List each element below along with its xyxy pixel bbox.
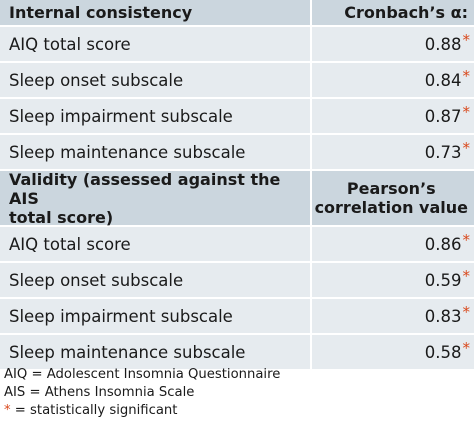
- table-row: Sleep impairment subscale 0.87 *: [0, 99, 474, 135]
- validity-header-row: Validity (assessed against the AIS total…: [0, 169, 474, 227]
- footnote-ais: AIS = Athens Insomnia Scale: [4, 385, 195, 400]
- row-value-cell: 0.83 *: [312, 299, 474, 333]
- validity-header-line2: total score): [9, 207, 114, 227]
- significance-mark: *: [462, 231, 471, 249]
- significance-mark: *: [4, 403, 11, 418]
- table-row: Sleep maintenance subscale 0.73 *: [0, 135, 474, 171]
- internal-consistency-header-row: Internal consistency Cronbach’s α:: [0, 0, 474, 27]
- row-value: 0.88: [424, 34, 462, 54]
- row-value-cell: 0.87 *: [312, 99, 474, 133]
- footnote-significance: * = statistically significant: [4, 402, 280, 420]
- table-row: AIQ total score 0.86 *: [0, 227, 474, 263]
- row-value: 0.86: [424, 234, 462, 254]
- footnote-significance-text: = statistically significant: [10, 403, 178, 418]
- row-value-cell: 0.88 *: [312, 27, 474, 61]
- significance-mark: *: [462, 267, 471, 285]
- significance-mark: *: [462, 139, 471, 157]
- footnote-aiq: AIQ = Adolescent Insomnia Questionnaire: [4, 367, 281, 382]
- row-value-cell: 0.58 *: [312, 335, 474, 369]
- row-value: 0.59: [424, 270, 462, 290]
- pearson-header: Pearson’s correlation value: [312, 171, 474, 225]
- row-value: 0.83: [424, 306, 462, 326]
- row-label: Sleep impairment subscale: [0, 99, 312, 133]
- row-label: Sleep impairment subscale: [0, 299, 312, 333]
- significance-mark: *: [462, 103, 471, 121]
- row-value: 0.87: [424, 106, 462, 126]
- internal-consistency-header: Internal consistency: [0, 0, 312, 25]
- validity-header: Validity (assessed against the AIS total…: [0, 169, 312, 227]
- row-label: Sleep onset subscale: [0, 263, 312, 297]
- row-value-cell: 0.59 *: [312, 263, 474, 297]
- row-label: Sleep onset subscale: [0, 63, 312, 97]
- row-value: 0.84: [424, 70, 462, 90]
- significance-mark: *: [462, 339, 471, 357]
- row-value-cell: 0.84 *: [312, 63, 474, 97]
- row-value: 0.73: [424, 142, 462, 162]
- table-row: Sleep onset subscale 0.59 *: [0, 263, 474, 299]
- row-value-cell: 0.86 *: [312, 227, 474, 261]
- pearson-header-line2: correlation value: [314, 198, 468, 217]
- row-label: Sleep maintenance subscale: [0, 135, 312, 169]
- pearson-header-line1: Pearson’s: [346, 179, 436, 198]
- table-row: Sleep impairment subscale 0.83 *: [0, 299, 474, 335]
- row-value-cell: 0.73 *: [312, 135, 474, 169]
- significance-mark: *: [462, 31, 471, 49]
- row-label: Sleep maintenance subscale: [0, 335, 312, 369]
- table-footnotes: AIQ = Adolescent Insomnia Questionnaire …: [4, 366, 280, 420]
- row-value: 0.58: [424, 342, 462, 362]
- table-row: Sleep maintenance subscale 0.58 *: [0, 335, 474, 371]
- cronbach-alpha-header: Cronbach’s α:: [344, 3, 468, 22]
- row-label: AIQ total score: [0, 27, 312, 61]
- results-table: Internal consistency Cronbach’s α: AIQ t…: [0, 0, 474, 371]
- significance-mark: *: [462, 67, 471, 85]
- row-label: AIQ total score: [0, 227, 312, 261]
- significance-mark: *: [462, 303, 471, 321]
- table-row: AIQ total score 0.88 *: [0, 27, 474, 63]
- validity-header-line1: Validity (assessed against the AIS: [9, 169, 281, 208]
- table-row: Sleep onset subscale 0.84 *: [0, 63, 474, 99]
